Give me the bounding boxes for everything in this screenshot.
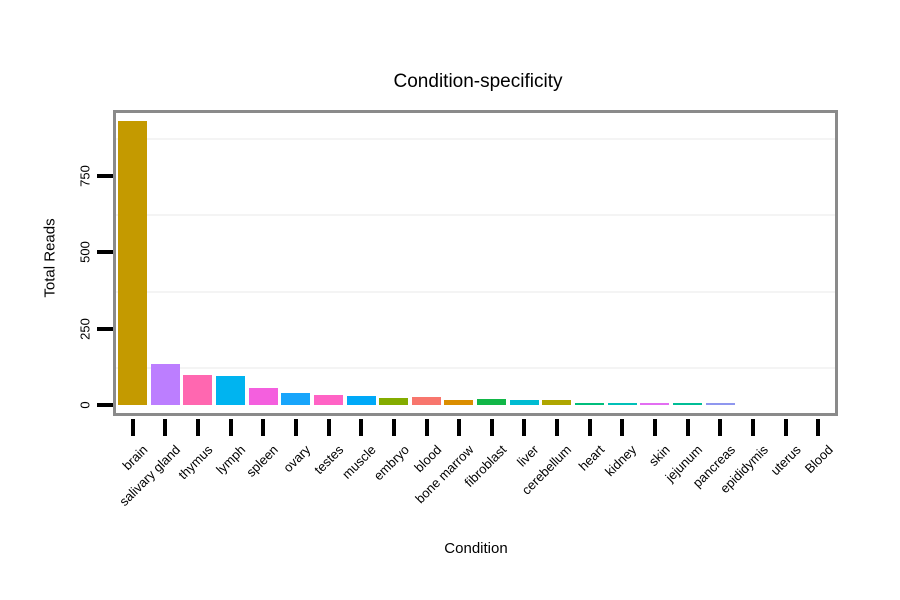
x-tick-label: liver: [514, 442, 542, 470]
x-axis-tick: [261, 419, 265, 436]
x-axis-tick: [163, 419, 167, 436]
x-axis-tick: [294, 419, 298, 436]
y-axis-title: Total Reads: [41, 218, 59, 298]
x-axis-tick: [522, 419, 526, 436]
plot-panel: [113, 110, 838, 416]
x-axis-tick: [131, 419, 135, 436]
bar-spleen: [249, 388, 278, 405]
x-axis-tick: [327, 419, 331, 436]
x-axis-tick: [457, 419, 461, 436]
x-tick-label: embryo: [370, 442, 412, 484]
x-axis-tick: [816, 419, 820, 436]
x-axis-tick: [555, 419, 559, 436]
y-axis-tick: [97, 327, 113, 331]
x-tick-label: spleen: [242, 442, 281, 480]
minor-gridline: [116, 138, 835, 140]
bar-lymph: [216, 376, 245, 405]
minor-gridline: [116, 367, 835, 369]
x-axis-tick: [425, 419, 429, 436]
y-tick-label: 250: [77, 318, 93, 340]
x-tick-label: skin: [645, 442, 673, 469]
bar-testes: [314, 395, 343, 405]
bar-bone-marrow: [444, 400, 473, 405]
y-tick-label: 0: [77, 401, 93, 409]
x-axis-tick: [490, 419, 494, 436]
x-tick-label: kidney: [602, 442, 640, 480]
bar-blood: [412, 397, 441, 405]
x-axis-tick: [359, 419, 363, 436]
bar-pancreas: [706, 403, 735, 405]
y-tick-label: 500: [77, 241, 93, 263]
chart-title: Condition-specificity: [393, 71, 563, 92]
x-tick-label: muscle: [338, 442, 379, 482]
minor-gridline: [116, 291, 835, 293]
x-tick-label: thymus: [175, 442, 216, 483]
x-axis-tick: [588, 419, 592, 436]
bar-brain: [118, 121, 147, 405]
x-axis-title: Condition: [444, 540, 508, 557]
y-tick-label: 750: [77, 165, 93, 187]
x-tick-label: Blood: [801, 442, 836, 477]
bar-muscle: [347, 396, 376, 405]
x-axis-tick: [392, 419, 396, 436]
x-axis-tick: [620, 419, 624, 436]
y-axis-tick: [97, 403, 113, 407]
bar-skin: [640, 403, 669, 405]
x-axis-tick: [686, 419, 690, 436]
x-tick-label: uterus: [767, 442, 804, 479]
x-axis-tick: [718, 419, 722, 436]
x-tick-label: ovary: [280, 442, 314, 476]
bar-thymus: [183, 375, 212, 405]
bar-jejunum: [673, 403, 702, 405]
bar-embryo: [379, 398, 408, 405]
bar-cerebellum: [542, 400, 571, 405]
x-axis-tick: [751, 419, 755, 436]
y-axis-tick: [97, 250, 113, 254]
bar-heart: [575, 403, 604, 405]
bar-liver: [510, 400, 539, 405]
bar-salivary-gland: [151, 364, 180, 405]
bar-fibroblast: [477, 399, 506, 405]
x-axis-tick: [196, 419, 200, 436]
minor-gridline: [116, 214, 835, 216]
bar-ovary: [281, 393, 310, 405]
x-axis-tick: [229, 419, 233, 436]
y-axis-tick: [97, 174, 113, 178]
x-tick-label: lymph: [213, 442, 249, 478]
x-axis-tick: [653, 419, 657, 436]
bar-kidney: [608, 403, 637, 405]
x-axis-tick: [784, 419, 788, 436]
